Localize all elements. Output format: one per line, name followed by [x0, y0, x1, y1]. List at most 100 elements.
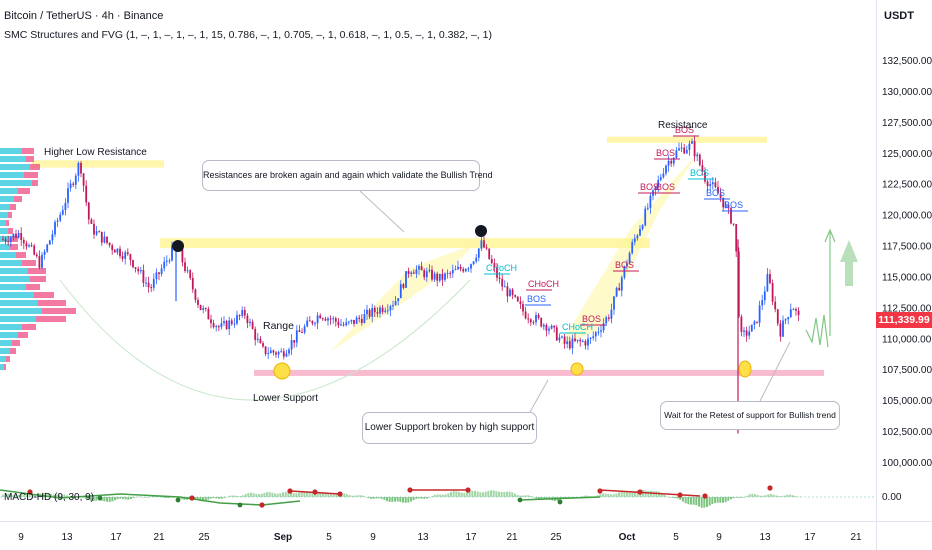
candle-body [667, 160, 670, 166]
candle-body [165, 260, 168, 262]
macd-cross-dot [767, 485, 773, 491]
macd-histogram-bar [495, 491, 498, 497]
retest-callout[interactable]: Wait for the Retest of support for Bulli… [660, 401, 840, 430]
macd-cross-dot [287, 488, 293, 494]
candle-body [137, 268, 140, 272]
price-tick-label: 105,000.00 [882, 396, 932, 407]
candle-body [620, 277, 623, 291]
indicator-legend[interactable]: SMC Structures and FVG (1, –, 1, –, 1, –… [4, 29, 492, 41]
candle-body [228, 320, 231, 330]
candle-body [389, 306, 392, 311]
macd-histogram-bar [764, 495, 767, 497]
macd-histogram-bar [215, 497, 218, 499]
macd-legend[interactable]: MACD-HD (9, 30, 9) [4, 492, 95, 503]
volume-profile-bar [18, 188, 30, 194]
volume-profile-bar [42, 308, 76, 314]
candle-body [730, 208, 732, 224]
macd-histogram-bar [223, 497, 226, 499]
volume-profile-bar [0, 332, 18, 338]
volume-profile-bar [16, 252, 26, 258]
macd-histogram-bar [666, 496, 668, 497]
volume-profile-bar [22, 148, 34, 154]
macd-histogram-bar [351, 495, 354, 497]
candle-body [563, 336, 566, 344]
macd-histogram-bar [476, 491, 479, 497]
volume-profile-bar [28, 268, 46, 274]
macd-histogram-bar [706, 497, 708, 508]
macd-histogram-bar [516, 494, 519, 497]
macd-histogram-bar [124, 497, 127, 500]
candle-body [441, 273, 444, 280]
candle-body [77, 163, 80, 176]
macd-histogram-bar [226, 496, 228, 498]
volume-profile-bar [0, 356, 6, 362]
lower-support-callout[interactable]: Lower Support broken by high support [362, 412, 537, 444]
volume-profile-bar [0, 364, 4, 370]
macd-histogram-bar [434, 494, 436, 497]
candle-body [628, 253, 631, 264]
volume-profile-bar [0, 164, 30, 170]
candle-body [223, 321, 225, 324]
candle-body [766, 274, 769, 292]
candle-body [332, 318, 335, 320]
candle-body [711, 182, 714, 185]
candle-body [259, 338, 262, 344]
macd-histogram-bar [244, 494, 247, 497]
candle-body [672, 157, 675, 164]
volume-profile-bar [0, 228, 8, 234]
macd-histogram-bar [220, 497, 223, 499]
candle-body [106, 236, 108, 243]
macd-histogram-bar [327, 493, 330, 497]
macd-histogram-bar [250, 492, 252, 497]
macd-histogram-bar [607, 493, 610, 497]
macd-histogram-bar [356, 495, 359, 497]
volume-profile-bar [0, 308, 42, 314]
macd-histogram-bar [674, 497, 676, 498]
macd-histogram-bar [780, 496, 783, 497]
chart-title[interactable]: Bitcoin / TetherUS · 4h · Binance [4, 10, 164, 22]
candle-body [186, 270, 189, 272]
candle-body [444, 273, 446, 280]
candle-body [142, 270, 145, 283]
macd-histogram-bar [770, 494, 772, 497]
candle-body [737, 251, 740, 317]
macd-histogram-bar [588, 496, 591, 497]
candle-body [535, 315, 537, 323]
candle-body [709, 184, 712, 187]
candle-body [550, 325, 553, 329]
macd-histogram-bar [194, 497, 196, 500]
candle-body [376, 312, 379, 314]
macd-histogram-bar [4, 493, 7, 497]
candle-body [397, 298, 400, 302]
candle-body [171, 245, 173, 261]
macd-histogram-bar [692, 497, 695, 505]
bullish-trend-callout[interactable]: Resistances are broken again and again w… [202, 160, 493, 191]
candle-body [7, 241, 10, 243]
macd-histogram-bar [479, 492, 482, 497]
macd-histogram-bar [119, 497, 122, 499]
candle-body [25, 243, 28, 247]
candle-body [64, 202, 67, 211]
macd-histogram-bar [426, 497, 428, 499]
macd-histogram-bar [527, 495, 530, 497]
pivot-dot [475, 225, 487, 237]
macd-histogram-bar [458, 491, 460, 497]
candle-body [644, 208, 647, 226]
candle-body [636, 235, 639, 239]
candle-body [784, 319, 787, 321]
currency-label[interactable]: USDT [884, 10, 914, 22]
price-tick-label: 115,000.00 [882, 272, 932, 283]
macd-histogram-bar [567, 497, 570, 498]
candle-body [59, 214, 62, 221]
candle-body [589, 337, 592, 339]
candle-body [438, 273, 441, 281]
candle-body [38, 256, 41, 268]
candle-body [197, 299, 199, 305]
macd-histogram-bar [756, 494, 759, 497]
macd-histogram-bar [540, 497, 543, 500]
candle-body [69, 183, 72, 189]
candle-body [743, 330, 745, 332]
macd-histogram-bar [268, 492, 271, 497]
macd-histogram-bar [316, 493, 319, 497]
